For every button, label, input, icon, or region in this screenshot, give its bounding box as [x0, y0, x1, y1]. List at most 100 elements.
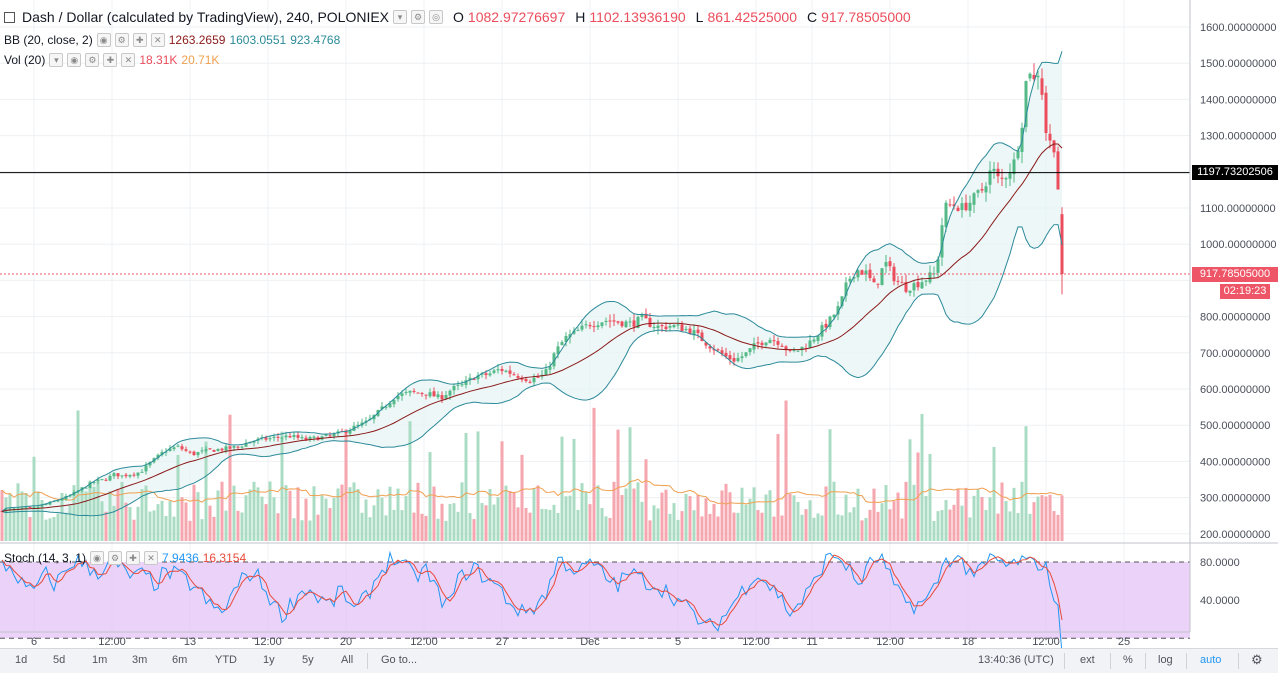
- volume-bar: [132, 519, 136, 541]
- bb-label[interactable]: BB (20, close, 2): [4, 33, 93, 47]
- volume-bar: [180, 497, 184, 541]
- candle-body: [40, 504, 44, 507]
- candle-body: [120, 475, 124, 477]
- candle-body: [648, 318, 652, 327]
- hline-price-tag[interactable]: 1197.73202506: [1192, 165, 1278, 180]
- volume-bar: [876, 511, 880, 541]
- candle-body: [608, 320, 612, 322]
- vol-label[interactable]: Vol (20): [4, 53, 46, 67]
- settings-icon[interactable]: ⚙: [85, 53, 100, 67]
- price-tick-label: 600.00000000: [1200, 384, 1270, 396]
- auto-toggle[interactable]: auto: [1200, 654, 1222, 666]
- percent-toggle[interactable]: %: [1123, 654, 1133, 666]
- candle-body: [84, 487, 88, 489]
- range-5y[interactable]: 5y: [302, 654, 314, 666]
- compare-icon[interactable]: ◎: [429, 10, 444, 24]
- candle-body: [384, 406, 388, 408]
- range-5d[interactable]: 5d: [53, 654, 66, 666]
- volume-bar: [1028, 513, 1032, 541]
- volume-bar: [508, 491, 512, 541]
- candle-body: [568, 334, 572, 338]
- volume-bar: [1020, 481, 1024, 541]
- goto-button[interactable]: Go to...: [381, 654, 418, 666]
- range-3m[interactable]: 3m: [132, 654, 148, 666]
- range-1d[interactable]: 1d: [15, 654, 28, 666]
- settings-icon[interactable]: ⚙: [114, 33, 129, 47]
- volume-bar: [472, 519, 476, 541]
- volume-bar: [244, 495, 248, 541]
- log-toggle[interactable]: log: [1158, 654, 1173, 666]
- candle-body: [904, 282, 908, 292]
- utc-clock[interactable]: 13:40:36 (UTC): [978, 654, 1054, 666]
- volume-bar: [820, 515, 824, 541]
- stoch-label[interactable]: Stoch (14, 3, 1): [4, 551, 87, 565]
- eye-icon[interactable]: ◉: [67, 53, 82, 67]
- candle-body: [432, 391, 436, 397]
- candle-body: [980, 189, 984, 191]
- candle-body: [28, 506, 32, 508]
- ext-toggle[interactable]: ext: [1080, 654, 1095, 666]
- volume-bar: [836, 514, 840, 541]
- volume-bar: [864, 517, 868, 541]
- candle-body: [192, 451, 196, 456]
- volume-bar: [480, 503, 484, 541]
- volume-bar: [1024, 426, 1028, 541]
- eye-icon[interactable]: ◉: [90, 551, 105, 565]
- settings-icon[interactable]: ⚙: [108, 551, 123, 565]
- volume-bar: [196, 492, 200, 541]
- range-all[interactable]: All: [341, 654, 354, 666]
- candle-body: [536, 376, 540, 378]
- volume-bar: [632, 488, 636, 541]
- volume-bar: [796, 502, 800, 541]
- candle-body: [408, 390, 412, 393]
- format-icon[interactable]: ✚: [103, 53, 118, 67]
- volume-bar: [368, 517, 372, 541]
- eye-icon[interactable]: ◉: [96, 33, 111, 47]
- volume-bar: [748, 498, 752, 541]
- stoch-axis[interactable]: 80.0000 40.0000: [1200, 557, 1240, 607]
- candle-body: [956, 207, 960, 211]
- format-icon[interactable]: ✚: [126, 551, 141, 565]
- range-ytd[interactable]: YTD: [215, 654, 237, 666]
- volume-bar: [448, 503, 452, 541]
- volume-bar: [616, 429, 620, 541]
- chevron-down-icon[interactable]: ▾: [49, 53, 64, 67]
- candle-body: [128, 474, 132, 477]
- volume-bar: [268, 481, 272, 541]
- range-1m[interactable]: 1m: [92, 654, 108, 666]
- symbol-title[interactable]: Dash / Dollar (calculated by TradingView…: [22, 9, 390, 25]
- toolbar-divider: [367, 653, 368, 669]
- range-6m[interactable]: 6m: [172, 654, 188, 666]
- high-value: 1102.13936190: [589, 9, 686, 25]
- chevron-down-icon[interactable]: ▾: [393, 10, 408, 24]
- close-icon[interactable]: ✕: [144, 551, 159, 565]
- settings-icon[interactable]: ⚙: [411, 10, 426, 24]
- candle-body: [476, 375, 480, 380]
- price-axis[interactable]: 1600.00000000 1500.00000000 1400.00000000 1…: [1200, 22, 1276, 541]
- gear-icon[interactable]: ⚙: [1251, 652, 1263, 667]
- candle-body: [876, 283, 880, 285]
- price-tick-label: 800.00000000: [1200, 312, 1270, 324]
- volume-bar: [352, 482, 356, 541]
- candle-body: [848, 278, 852, 282]
- volume-bar: [804, 509, 808, 541]
- volume-bar: [980, 497, 984, 541]
- candle-body: [24, 507, 28, 509]
- stoch-pane[interactable]: [0, 550, 1190, 654]
- format-icon[interactable]: ✚: [132, 33, 147, 47]
- time-axis[interactable]: 6 12:00 13 12:00 20 12:00 27 Dec 5 12:00 11 12:00 18…: [31, 636, 1130, 648]
- close-icon[interactable]: ✕: [150, 33, 165, 47]
- volume-bar: [932, 520, 936, 541]
- toolbar-divider: [1064, 653, 1065, 669]
- candle-body: [440, 395, 444, 400]
- volume-bar: [388, 486, 392, 541]
- volume-bar: [136, 506, 140, 541]
- candle-body: [328, 435, 332, 437]
- range-1y[interactable]: 1y: [263, 654, 275, 666]
- close-icon[interactable]: ✕: [121, 53, 136, 67]
- candle-body: [964, 202, 968, 211]
- collapse-icon[interactable]: [4, 11, 15, 23]
- volume-bar: [528, 512, 532, 541]
- candle-body: [728, 355, 732, 360]
